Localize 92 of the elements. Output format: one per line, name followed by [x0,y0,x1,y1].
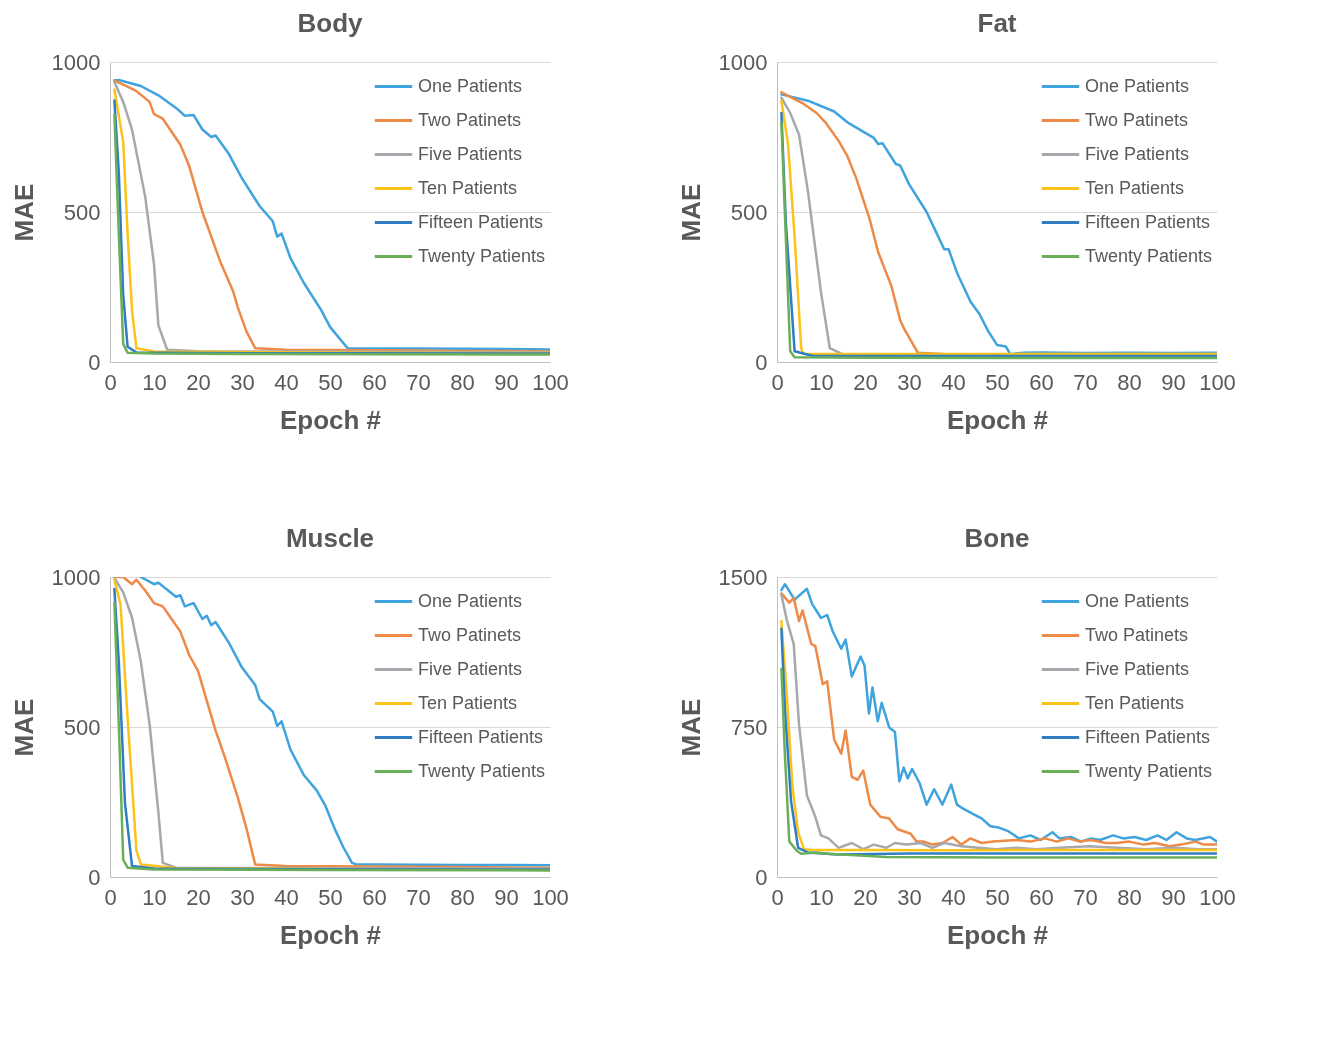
x-tick-label: 100 [1199,884,1236,910]
legend-label: Twenty Patients [1085,245,1213,266]
x-tick-label: 90 [494,884,519,910]
legend-label: Fifteen Patients [1085,726,1211,747]
y-tick-label: 500 [63,714,101,740]
x-tick-label: 10 [809,884,834,910]
x-tick-label: 50 [985,884,1010,910]
x-tick-label: 50 [318,884,343,910]
legend-label: Fifteen Patients [1085,211,1211,232]
x-tick-label: 20 [186,884,211,910]
legend-label: One Patients [418,590,523,611]
legend-label: Fifteen Patients [418,211,544,232]
legend-label: Twenty Patients [418,760,546,781]
x-axis-title: Epoch # [279,919,382,950]
legend-label: Two Patinets [418,624,522,645]
x-tick-label: 40 [941,369,966,395]
x-tick-label: 0 [771,369,784,395]
x-tick-label: 10 [809,369,834,395]
legend-label: Two Patinets [418,109,522,130]
legend-label: One Patients [1085,590,1190,611]
legend-label: Two Patinets [1085,109,1189,130]
x-tick-label: 80 [450,369,475,395]
y-tick-label: 0 [755,864,768,890]
x-tick-label: 10 [142,884,167,910]
y-tick-label: 750 [730,714,768,740]
x-tick-label: 30 [230,884,255,910]
legend-label: Ten Patients [418,177,518,198]
legend-label: Ten Patients [1085,692,1185,713]
legend-label: Five Patients [1085,658,1190,679]
x-tick-label: 60 [1029,369,1054,395]
x-tick-label: 30 [897,369,922,395]
legend-label: Fifteen Patients [418,726,544,747]
x-tick-label: 50 [985,369,1010,395]
y-tick-label: 500 [63,199,101,225]
x-tick-label: 90 [494,369,519,395]
legend-label: Five Patients [1085,143,1190,164]
chart-title: Bone [964,523,1030,553]
x-tick-label: 20 [186,369,211,395]
y-tick-label: 1000 [51,564,101,590]
x-tick-label: 60 [362,369,387,395]
x-tick-label: 10 [142,369,167,395]
x-tick-label: 80 [1117,369,1142,395]
x-axis-title: Epoch # [946,404,1049,435]
x-tick-label: 0 [104,884,117,910]
x-tick-label: 100 [532,369,569,395]
x-tick-label: 40 [274,884,299,910]
y-axis-title: MAE [8,698,39,757]
y-axis-title: MAE [675,183,706,242]
legend-label: Five Patients [418,143,523,164]
x-tick-label: 100 [532,884,569,910]
y-tick-label: 1000 [718,49,768,75]
y-tick-label: 0 [88,864,101,890]
x-tick-label: 70 [1073,884,1098,910]
x-tick-label: 0 [104,369,117,395]
legend-label: One Patients [1085,75,1190,96]
legend-label: Twenty Patients [1085,760,1213,781]
y-tick-label: 1000 [51,49,101,75]
legend-label: Ten Patients [418,692,518,713]
chart-title: Fat [977,8,1017,38]
chart-title: Muscle [285,523,375,553]
y-tick-label: 0 [755,349,768,375]
x-tick-label: 60 [1029,884,1054,910]
x-tick-label: 70 [406,884,431,910]
x-tick-label: 30 [897,884,922,910]
x-tick-label: 40 [274,369,299,395]
x-tick-label: 70 [406,369,431,395]
x-tick-label: 70 [1073,369,1098,395]
x-axis-title: Epoch # [946,919,1049,950]
x-tick-label: 80 [1117,884,1142,910]
legend-label: Five Patients [418,658,523,679]
legend-label: Two Patinets [1085,624,1189,645]
x-tick-label: 60 [362,884,387,910]
y-axis-title: MAE [675,698,706,757]
x-tick-label: 20 [853,884,878,910]
x-tick-label: 50 [318,369,343,395]
x-tick-label: 90 [1161,369,1186,395]
x-tick-label: 90 [1161,884,1186,910]
y-axis-title: MAE [8,183,39,242]
y-tick-label: 1500 [718,564,768,590]
x-tick-label: 30 [230,369,255,395]
legend-label: One Patients [418,75,523,96]
x-tick-label: 40 [941,884,966,910]
x-tick-label: 80 [450,884,475,910]
x-tick-label: 100 [1199,369,1236,395]
y-tick-label: 500 [730,199,768,225]
x-tick-label: 20 [853,369,878,395]
chart-title: Body [297,8,364,38]
legend-label: Ten Patients [1085,177,1185,198]
x-axis-title: Epoch # [279,404,382,435]
x-tick-label: 0 [771,884,784,910]
legend-label: Twenty Patients [418,245,546,266]
y-tick-label: 0 [88,349,101,375]
